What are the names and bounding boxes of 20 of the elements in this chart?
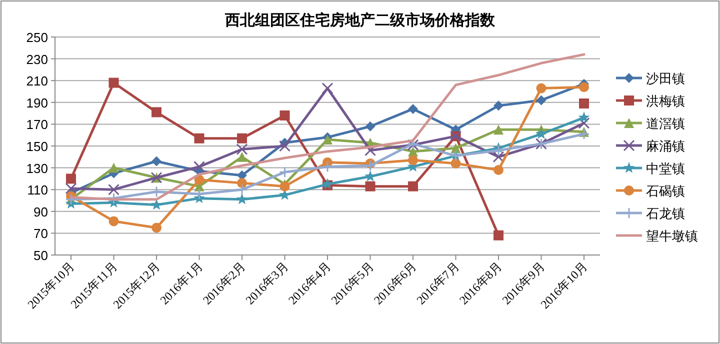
legend-label: 中堂镇 [646, 161, 685, 176]
y-tick-label: 250 [26, 30, 48, 45]
legend-label: 石龙镇 [646, 206, 685, 221]
y-tick-label: 70 [34, 226, 48, 242]
y-tick-label: 110 [27, 182, 48, 198]
y-tick-label: 90 [34, 204, 48, 220]
y-tick-label: 130 [26, 160, 48, 176]
y-tick-label: 50 [34, 248, 48, 263]
y-tick-label: 210 [26, 74, 48, 89]
legend-label: 道滘镇 [646, 116, 685, 131]
y-tick-label: 230 [26, 52, 48, 67]
legend-label: 麻涌镇 [646, 138, 685, 154]
y-tick-label: 150 [26, 139, 48, 154]
legend-label: 洪梅镇 [646, 94, 685, 108]
y-tick-label: 170 [26, 117, 48, 132]
y-tick-label: 190 [26, 95, 48, 110]
legend-label: 石碣镇 [646, 184, 685, 198]
chart-title: 西北组团区住宅房地产二级市场价格指数 [224, 11, 496, 29]
legend-label: 沙田镇 [646, 71, 685, 86]
legend-label: 望牛墩镇 [646, 228, 698, 244]
